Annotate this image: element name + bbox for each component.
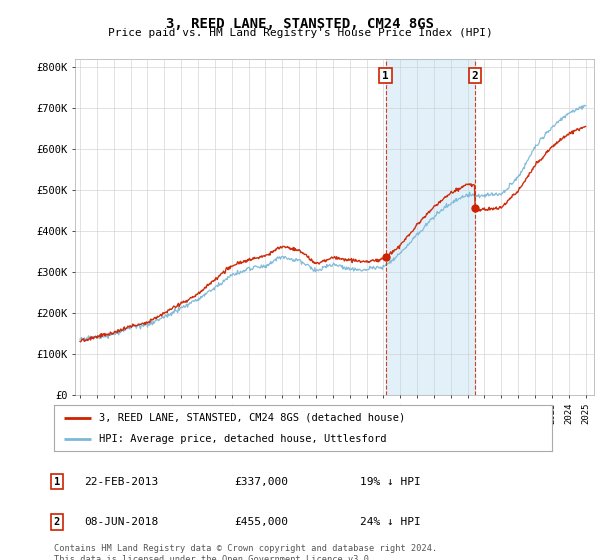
Text: 08-JUN-2018: 08-JUN-2018 — [84, 517, 158, 527]
Text: £455,000: £455,000 — [234, 517, 288, 527]
Text: £337,000: £337,000 — [234, 477, 288, 487]
Text: 1: 1 — [382, 71, 389, 81]
Text: 1: 1 — [54, 477, 60, 487]
Text: Price paid vs. HM Land Registry's House Price Index (HPI): Price paid vs. HM Land Registry's House … — [107, 28, 493, 38]
Bar — [386, 59, 475, 395]
Text: 24% ↓ HPI: 24% ↓ HPI — [360, 517, 421, 527]
Text: 3, REED LANE, STANSTED, CM24 8GS (detached house): 3, REED LANE, STANSTED, CM24 8GS (detach… — [99, 413, 405, 423]
Text: HPI: Average price, detached house, Uttlesford: HPI: Average price, detached house, Uttl… — [99, 434, 386, 444]
Text: 2: 2 — [54, 517, 60, 527]
Text: 2: 2 — [472, 71, 478, 81]
Text: 19% ↓ HPI: 19% ↓ HPI — [360, 477, 421, 487]
Text: 22-FEB-2013: 22-FEB-2013 — [84, 477, 158, 487]
Text: Contains HM Land Registry data © Crown copyright and database right 2024.
This d: Contains HM Land Registry data © Crown c… — [54, 544, 437, 560]
Text: 3, REED LANE, STANSTED, CM24 8GS: 3, REED LANE, STANSTED, CM24 8GS — [166, 17, 434, 31]
